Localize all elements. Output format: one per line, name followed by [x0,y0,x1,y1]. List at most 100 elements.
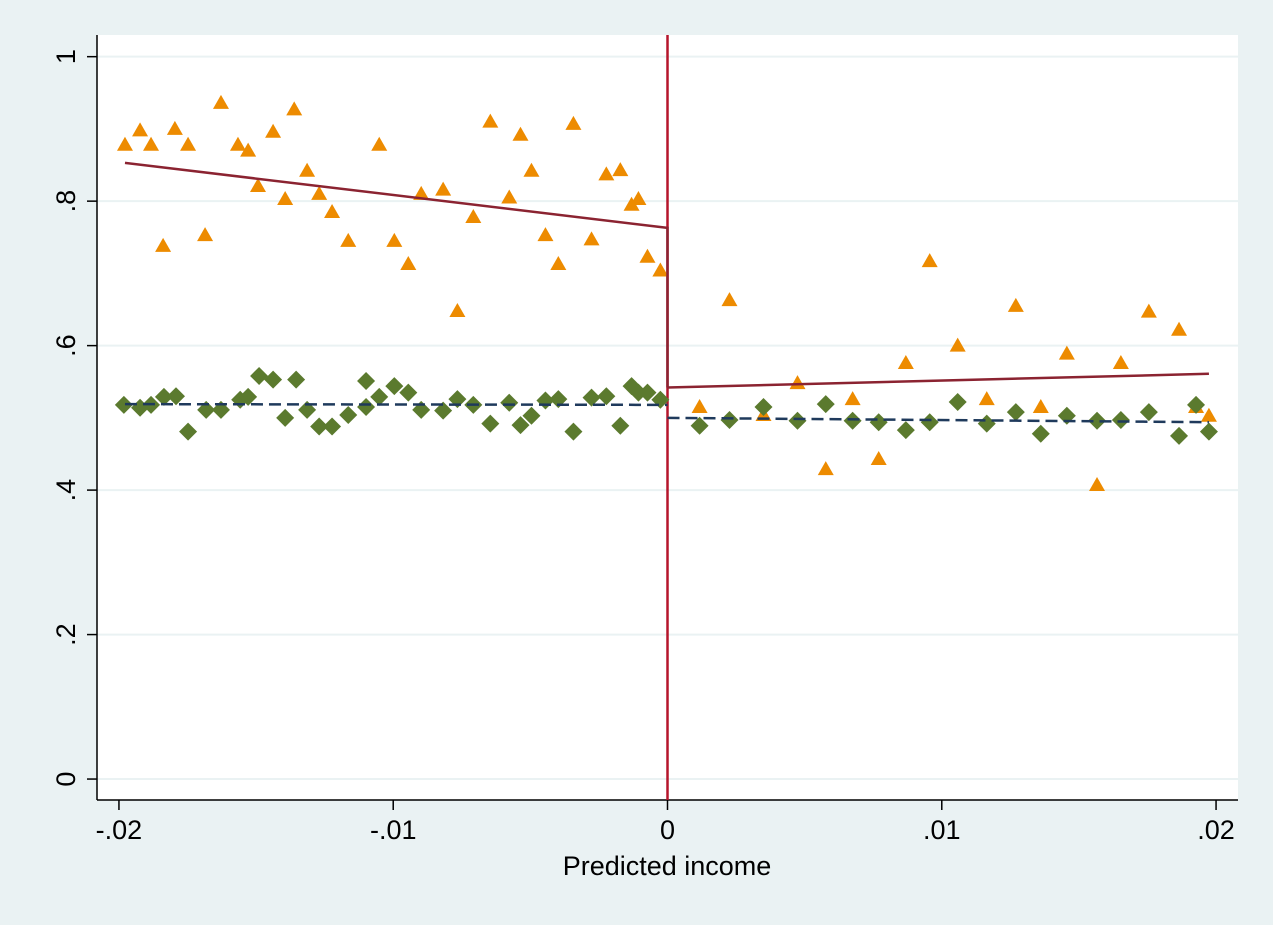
diamond-point [310,417,329,436]
triangle-point [277,190,294,205]
triangle-point [1032,399,1049,414]
triangle-point [870,451,887,466]
fit-line [124,161,669,388]
triangle-point [482,113,499,128]
triangle-point [844,391,861,406]
fit-line [124,402,668,407]
diamond-point [597,387,616,406]
x-tick-label: 0 [660,815,675,845]
triangle-point [949,337,966,352]
diamond-point [511,416,530,435]
triangle-point [155,237,172,252]
diamond-point [816,395,835,414]
diamond-point [948,392,967,411]
triangle-point [921,253,938,268]
diamond-point [564,422,583,441]
triangle-point [1089,477,1106,492]
diamond-point [1006,403,1025,422]
triangle-point [386,232,403,247]
diamond-point [638,383,657,402]
triangle-point [132,122,149,137]
triangle-point [465,209,482,224]
triangle-point [197,227,214,242]
triangle-point [550,255,567,270]
triangle-point [565,115,582,130]
x-tick-label: .02 [1197,815,1235,845]
diamond-point [1187,395,1206,414]
diamond-point [843,411,862,430]
triangle-point [229,136,246,151]
diamond-point [869,413,888,432]
diamond-point [690,416,709,435]
fit-line [667,372,1209,389]
diamond-point [500,393,519,412]
diamond-point [896,421,915,440]
y-tick-label: 1 [51,49,81,64]
triangle-point [789,375,806,390]
diamond-point [339,405,358,424]
triangle-point [180,136,197,151]
triangle-point [691,399,708,414]
diamond-point [287,370,306,389]
diamond-point [239,387,258,406]
triangle-point [413,185,430,200]
triangle-point [817,461,834,476]
triangle-point [1140,303,1157,318]
y-tick-label: 0 [51,772,81,787]
triangle-point [1200,407,1217,422]
triangle-point [449,302,466,317]
triangle-point [639,248,656,263]
triangle-point [324,203,341,218]
triangle-point [311,185,328,200]
triangle-point [116,136,133,151]
triangle-point [630,190,647,205]
triangle-point [400,255,417,270]
x-tick-label: -.02 [96,815,143,845]
triangle-point [166,120,183,135]
diamond-point [582,388,601,407]
triangle-point [435,181,452,196]
triangle-point [1058,345,1075,360]
triangle-point [299,162,316,177]
triangle-point [652,262,669,277]
diamond-point [434,401,453,420]
triangle-point [371,136,388,151]
diamond-point [1031,424,1050,443]
diamond-point [264,370,283,389]
triangle-point [1007,297,1024,312]
diamond-point [788,411,807,430]
triangle-point [978,391,995,406]
triangle-point [265,123,282,138]
triangle-point [143,136,160,151]
diamond-point [370,387,389,406]
y-tick-label: .2 [51,623,81,646]
diamond-point [1170,426,1189,445]
x-axis-label: Predicted income [563,851,772,881]
triangle-point [612,162,629,177]
triangle-point [523,162,540,177]
y-tick-label: .8 [51,190,81,213]
triangle-point [583,231,600,246]
diamond-point [611,416,630,435]
triangle-point [897,354,914,369]
diamond-point [399,383,418,402]
diamond-point [1088,411,1107,430]
fit-line [667,416,1209,424]
x-tick-label: .01 [923,815,961,845]
triangle-point [501,189,518,204]
diamond-point [1139,403,1158,422]
triangle-point [250,177,267,192]
diamond-point [1111,411,1130,430]
triangle-point [598,166,615,181]
diamond-point [166,387,185,406]
diamond-point [629,383,648,402]
diamond-point [920,413,939,432]
diamond-point [323,417,342,436]
diamond-point [357,398,376,417]
triangle-point [286,101,303,116]
diamond-point [1199,422,1218,441]
triangle-point [512,126,529,141]
diamond-point [250,366,269,385]
triangle-point [1112,354,1129,369]
